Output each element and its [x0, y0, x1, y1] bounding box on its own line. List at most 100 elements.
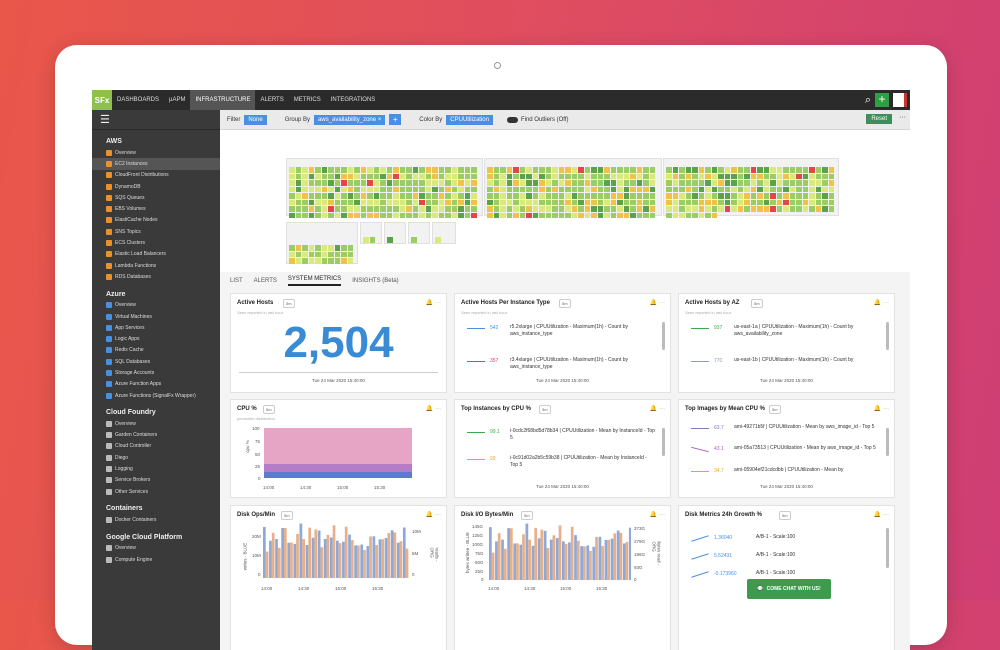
host-cell[interactable]	[321, 258, 327, 264]
chat-button[interactable]: 💬 COME CHAT WITH US!	[747, 579, 831, 599]
host-cell[interactable]	[623, 199, 629, 205]
host-cell[interactable]	[630, 199, 636, 205]
sidebar-item[interactable]: Logic Apps	[92, 333, 220, 344]
host-cell[interactable]	[458, 212, 464, 218]
sidebar-item[interactable]: Service Brokers	[92, 475, 220, 486]
host-cell[interactable]	[487, 199, 493, 205]
host-cell[interactable]	[360, 180, 366, 186]
card-hosts-by-az[interactable]: Active Hosts by AZ 5m 🔔 ··· Seen reporte…	[678, 293, 895, 393]
host-cell[interactable]	[737, 199, 743, 205]
host-cell[interactable]	[386, 193, 392, 199]
host-cell[interactable]	[802, 199, 808, 205]
host-cell[interactable]	[360, 173, 366, 179]
host-cell[interactable]	[519, 199, 525, 205]
host-cell[interactable]	[341, 180, 347, 186]
host-cell[interactable]	[571, 186, 577, 192]
host-cell[interactable]	[308, 212, 314, 218]
host-cell[interactable]	[737, 186, 743, 192]
host-cell[interactable]	[643, 173, 649, 179]
host-cell[interactable]	[558, 180, 564, 186]
host-cell[interactable]	[328, 193, 334, 199]
host-cell[interactable]	[406, 193, 412, 199]
host-cell[interactable]	[724, 199, 730, 205]
host-cell[interactable]	[308, 186, 314, 192]
host-cell[interactable]	[552, 180, 558, 186]
host-cell[interactable]	[672, 180, 678, 186]
host-cell[interactable]	[623, 206, 629, 212]
host-cell[interactable]	[763, 206, 769, 212]
host-cell[interactable]	[552, 186, 558, 192]
host-cell[interactable]	[571, 167, 577, 173]
host-cell[interactable]	[393, 180, 399, 186]
host-cell[interactable]	[308, 173, 314, 179]
host-cell[interactable]	[802, 193, 808, 199]
host-cell[interactable]	[367, 180, 373, 186]
host-cell[interactable]	[513, 167, 519, 173]
host-cell[interactable]	[451, 193, 457, 199]
host-cell[interactable]	[750, 167, 756, 173]
host-cell[interactable]	[464, 173, 470, 179]
host-cell[interactable]	[623, 167, 629, 173]
host-cell[interactable]	[685, 199, 691, 205]
host-cell[interactable]	[500, 186, 506, 192]
host-cell[interactable]	[623, 180, 629, 186]
host-cell[interactable]	[610, 186, 616, 192]
avatar[interactable]	[893, 93, 907, 107]
host-cell[interactable]	[763, 173, 769, 179]
host-cell[interactable]	[571, 193, 577, 199]
sidebar-item[interactable]: Garden Containers	[92, 430, 220, 441]
host-cell[interactable]	[425, 199, 431, 205]
host-cell[interactable]	[334, 258, 340, 264]
host-cell[interactable]	[506, 193, 512, 199]
host-cell[interactable]	[789, 199, 795, 205]
host-cell[interactable]	[393, 173, 399, 179]
host-cell[interactable]	[630, 173, 636, 179]
host-cell[interactable]	[432, 206, 438, 212]
host-cell[interactable]	[347, 251, 353, 257]
host-cell[interactable]	[347, 193, 353, 199]
host-cell[interactable]	[347, 173, 353, 179]
host-cell[interactable]	[698, 180, 704, 186]
host-cell[interactable]	[445, 173, 451, 179]
host-cell[interactable]	[464, 180, 470, 186]
host-cell[interactable]	[334, 167, 340, 173]
host-cell[interactable]	[584, 212, 590, 218]
host-cell[interactable]	[321, 212, 327, 218]
host-cell[interactable]	[552, 212, 558, 218]
card-menu-icon[interactable]: 🔔 ···	[649, 512, 665, 518]
scrollbar[interactable]	[662, 428, 665, 456]
card-menu-icon[interactable]: 🔔 ···	[425, 300, 441, 306]
host-cell[interactable]	[731, 206, 737, 212]
host-cell[interactable]	[341, 186, 347, 192]
host-cell[interactable]	[295, 186, 301, 192]
host-cell[interactable]	[406, 173, 412, 179]
host-cell[interactable]	[636, 173, 642, 179]
host-cell[interactable]	[315, 245, 321, 251]
host-cell[interactable]	[565, 206, 571, 212]
host-cell[interactable]	[347, 206, 353, 212]
host-cell[interactable]	[289, 193, 295, 199]
host-cell[interactable]	[315, 193, 321, 199]
host-cell[interactable]	[763, 180, 769, 186]
host-cell[interactable]	[643, 193, 649, 199]
host-cell[interactable]	[565, 167, 571, 173]
host-cell[interactable]	[731, 167, 737, 173]
host-cell[interactable]	[354, 167, 360, 173]
host-cell[interactable]	[617, 186, 623, 192]
host-cell[interactable]	[419, 186, 425, 192]
host-cell[interactable]	[487, 193, 493, 199]
colorby-chip[interactable]: CPUUtilization	[446, 114, 493, 125]
host-cell[interactable]	[828, 180, 834, 186]
host-cell[interactable]	[321, 173, 327, 179]
host-cell[interactable]	[724, 193, 730, 199]
host-cell[interactable]	[692, 180, 698, 186]
host-cell[interactable]	[302, 199, 308, 205]
host-cell[interactable]	[757, 173, 763, 179]
host-cell[interactable]	[750, 180, 756, 186]
host-cell[interactable]	[565, 193, 571, 199]
host-cell[interactable]	[789, 193, 795, 199]
host-cell[interactable]	[532, 186, 538, 192]
host-cell[interactable]	[630, 186, 636, 192]
tab-insights[interactable]: INSIGHTS (Beta)	[352, 278, 399, 284]
host-cell[interactable]	[334, 206, 340, 212]
